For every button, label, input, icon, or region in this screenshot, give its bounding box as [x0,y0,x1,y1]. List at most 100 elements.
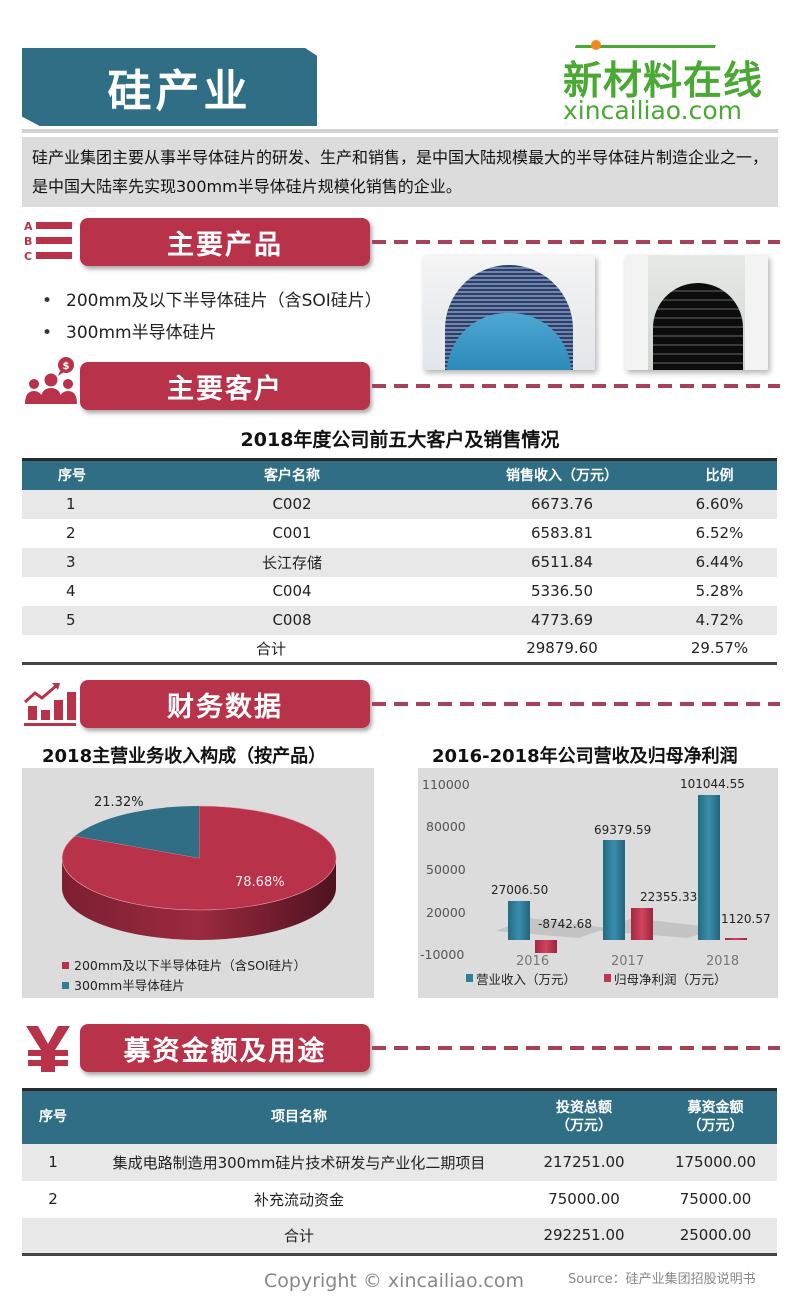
product-list: 200mm及以下半导体硅片（含SOI硅片） 300mm半导体硅片 [40,285,382,349]
column-header: 序号 [22,458,122,490]
cell-raised-amount: 75000.00 [679,1190,752,1208]
svg-text:80000: 80000 [426,819,466,834]
cell-customer: 长江存储 [261,553,322,572]
svg-text:50000: 50000 [426,862,466,877]
cell-total-raised: 25000.00 [679,1226,752,1245]
svg-text:C: C [24,250,32,263]
section-title-funding: 募资金额及用途 [123,1035,327,1067]
cell-index: 2 [66,524,76,542]
cell-revenue: 6511.84 [530,553,594,571]
cell-revenue: 6673.76 [530,495,594,513]
page-title: 硅产业 [107,66,252,117]
growth-bar-chart-icon [22,680,78,728]
source-text: Source：硅产业集团招股说明书 [568,1272,756,1287]
table-total-row: 合计 292251.00 25000.00 [22,1217,777,1255]
pie-chart: 21.32% 78.68% 200mm及以下半导体硅片（含SOI硅片） 300m… [22,768,374,998]
svg-text:B: B [24,235,32,248]
pie-label-200mm: 78.68% [235,875,285,890]
section-title-products: 主要产品 [167,229,283,261]
dashed-divider [372,384,780,388]
logo-sun-icon [591,40,601,50]
bar-chart: 110000 80000 50000 20000 -10000 27006.50… [418,768,778,998]
cell-ratio: 4.72% [695,611,744,629]
intro-text: 硅产业集团主要从事半导体硅片的研发、生产和销售，是中国大陆规模最大的半导体硅片制… [22,137,778,207]
customers-dollar-icon: $ [24,356,78,406]
cell-total-investment: 75000.00 [548,1190,620,1208]
dashed-divider [372,702,780,706]
cell-customer: C002 [272,495,312,513]
column-header: 募资金额 （万元） [654,1088,777,1144]
svg-text:-8742.68: -8742.68 [538,917,592,931]
cell-ratio: 5.28% [695,582,744,600]
svg-text:2016: 2016 [516,954,549,969]
dashed-divider [372,1046,780,1050]
logo-text-cn: 新材料在线 [563,59,764,104]
table-row: 1 C002 6673.76 6.60% [22,489,777,519]
column-header-line: （万元） [556,1118,612,1135]
table-row: 2 C001 6583.81 6.52% [22,518,777,548]
svg-text:20000: 20000 [426,905,466,920]
pie-label-300mm: 21.32% [94,795,144,810]
section-title-finance: 财务数据 [167,691,283,723]
section-title-customers: 主要客户 [167,373,283,405]
cell-customer: C004 [272,582,312,600]
svg-text:营业收入（万元）: 营业收入（万元） [476,972,576,987]
column-header: 销售收入（万元） [462,458,662,490]
svg-text:27006.50: 27006.50 [491,883,548,897]
table-row: 2 补充流动资金 75000.00 75000.00 [22,1180,777,1218]
cell-ratio: 6.60% [695,495,744,513]
cell-project: 集成电路制造用300mm硅片技术研发与产业化二期项目 [112,1153,486,1172]
product-item: 300mm半导体硅片 [40,317,382,349]
wafer-photo-black [625,255,768,370]
cell-index [22,1218,84,1255]
svg-text:110000: 110000 [422,777,470,792]
product-item: 200mm及以下半导体硅片（含SOI硅片） [40,285,382,317]
cell-index: 5 [66,611,76,629]
cell-total-ratio: 29.57% [690,639,749,658]
customer-table-title: 2018年度公司前五大客户及销售情况 [240,429,560,451]
wafer-stack [653,283,743,370]
customer-table: 序号 客户名称 销售收入（万元） 比例 1 C002 6673.76 6.60%… [22,458,777,665]
svg-text:-10000: -10000 [420,947,464,962]
column-header-line: 募资金额 [687,1100,744,1117]
cell-index: 4 [66,582,76,600]
svg-text:200mm及以下半导体硅片（含SOI硅片）: 200mm及以下半导体硅片（含SOI硅片） [74,958,306,973]
cell-total-label: 合计 [283,1226,314,1245]
cell-total-investment: 292251.00 [543,1226,625,1245]
section-header-funding: 募资金额及用途 [80,1024,370,1072]
cell-total-label: 合计 [256,639,287,658]
section-header-finance: 财务数据 [80,680,370,728]
table-row: 4 C004 5336.50 5.28% [22,576,777,606]
yen-icon [24,1024,72,1074]
svg-text:22355.33: 22355.33 [640,890,697,904]
column-header: 序号 [22,1088,84,1144]
table-row: 5 C008 4773.69 4.72% [22,605,777,635]
table-header-row: 序号 客户名称 销售收入（万元） 比例 [22,458,777,490]
svg-text:归母净利润（万元）: 归母净利润（万元） [614,972,727,987]
section-header-customers: 主要客户 [80,362,370,410]
funding-table: 序号 项目名称 投资总额 （万元） 募资金额 （万元） 1 集成电路制造用300mm… [22,1088,777,1256]
svg-text:$: $ [63,361,70,372]
table-total-row: 合计 29879.60 29.57% [22,634,777,664]
svg-text:1120.57: 1120.57 [721,912,771,926]
svg-text:69379.59: 69379.59 [594,823,651,837]
cell-customer: C008 [272,611,312,629]
logo-text-en: xincailiao.com [563,96,743,125]
column-header-line: （万元） [687,1118,744,1135]
cell-revenue: 4773.69 [530,611,594,629]
cell-ratio: 6.44% [695,553,744,571]
column-header: 投资总额 （万元） [514,1088,654,1144]
cell-customer: C001 [272,524,312,542]
cell-total-investment: 217251.00 [543,1153,625,1171]
copyright-text: Copyright © xincailiao.com [264,1270,524,1292]
svg-text:2018: 2018 [706,954,739,969]
site-logo[interactable]: 新材料在线 xincailiao.com [555,36,780,126]
page-title-banner: 硅产业 [22,48,317,126]
cell-index: 1 [48,1153,58,1171]
cell-ratio: 6.52% [695,524,744,542]
column-header-line: 投资总额 [556,1100,612,1117]
cell-project: 补充流动资金 [253,1190,344,1209]
svg-text:101044.55: 101044.55 [680,777,745,791]
section-header-products: 主要产品 [80,218,370,266]
cell-index [22,635,122,664]
